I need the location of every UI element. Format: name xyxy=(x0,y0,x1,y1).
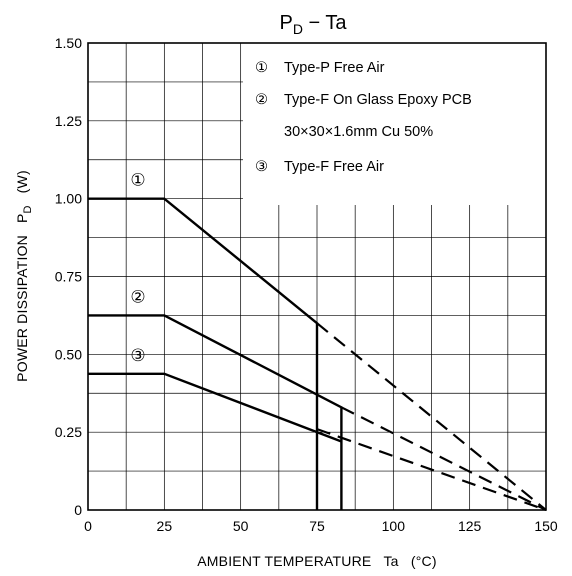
chart-title-subscript: D xyxy=(293,21,303,37)
legend-marker-2: ② xyxy=(255,92,268,108)
chart-title: PD − Ta xyxy=(279,12,347,37)
series-1-dashed-line xyxy=(316,322,547,511)
legend-entry-1-text: Type-P Free Air xyxy=(284,60,385,76)
series-3-solid-line xyxy=(88,372,342,443)
x-axis-label: AMBIENT TEMPERATURE Ta (°C) xyxy=(197,553,436,569)
legend-entry-3-text: Type-F Free Air xyxy=(284,159,384,175)
series-2-marker-label: ② xyxy=(130,287,145,306)
y-tick-label: 1.25 xyxy=(55,113,82,129)
legend-entry-2-text: 30×30×1.6mm Cu 50% xyxy=(284,124,433,140)
series-1-solid-line xyxy=(88,197,319,510)
series-3-marker-label: ③ xyxy=(130,346,145,365)
x-tick-label: 150 xyxy=(534,518,558,534)
x-tick-label: 75 xyxy=(309,518,325,534)
series-1-marker-label: ① xyxy=(130,171,145,190)
y-axis-label: POWER DISSIPATION PD (W) xyxy=(14,170,34,382)
y-tick-label: 0.50 xyxy=(55,346,82,362)
y-axis-label-symbol-subscript: D xyxy=(22,205,34,213)
chart-title-main: P xyxy=(279,12,292,34)
x-tick-label: 50 xyxy=(233,518,249,534)
y-axis-label-unit: (W) xyxy=(14,170,30,193)
y-tick-label: 1.00 xyxy=(55,191,82,207)
plot-frame xyxy=(87,42,547,511)
y-tick-label: 0.25 xyxy=(55,424,82,440)
series-3-dashed-line xyxy=(316,428,547,512)
series-2-solid-line xyxy=(88,314,343,510)
legend-box xyxy=(243,43,546,205)
chart-labels: 0 25 50 75 100 125 150 0 0.25 0.50 0.75 1.00 1.25 1.5… xyxy=(55,35,558,534)
y-axis-label-symbol: P xyxy=(14,213,30,223)
y-tick-label: 1.50 xyxy=(55,35,82,51)
y-tick-label: 0 xyxy=(74,502,82,518)
legend-marker-1: ① xyxy=(255,60,268,76)
x-tick-label: 0 xyxy=(84,518,92,534)
plot-area: ① ② ③ xyxy=(88,171,547,512)
y-axis-label-main: POWER DISSIPATION xyxy=(14,235,30,382)
legend-marker-3: ③ xyxy=(255,159,268,175)
y-tick-label: 0.75 xyxy=(55,269,82,285)
x-tick-label: 100 xyxy=(382,518,406,534)
legend-entry-2-text: Type-F On Glass Epoxy PCB xyxy=(284,92,472,108)
chart-title-suffix: − Ta xyxy=(303,12,347,34)
series-2-dashed-line xyxy=(340,406,547,511)
x-tick-label: 25 xyxy=(157,518,173,534)
x-tick-label: 125 xyxy=(458,518,482,534)
legend: ① Type-P Free Air ② Type-F On Glass Epoxy P… xyxy=(255,60,472,175)
